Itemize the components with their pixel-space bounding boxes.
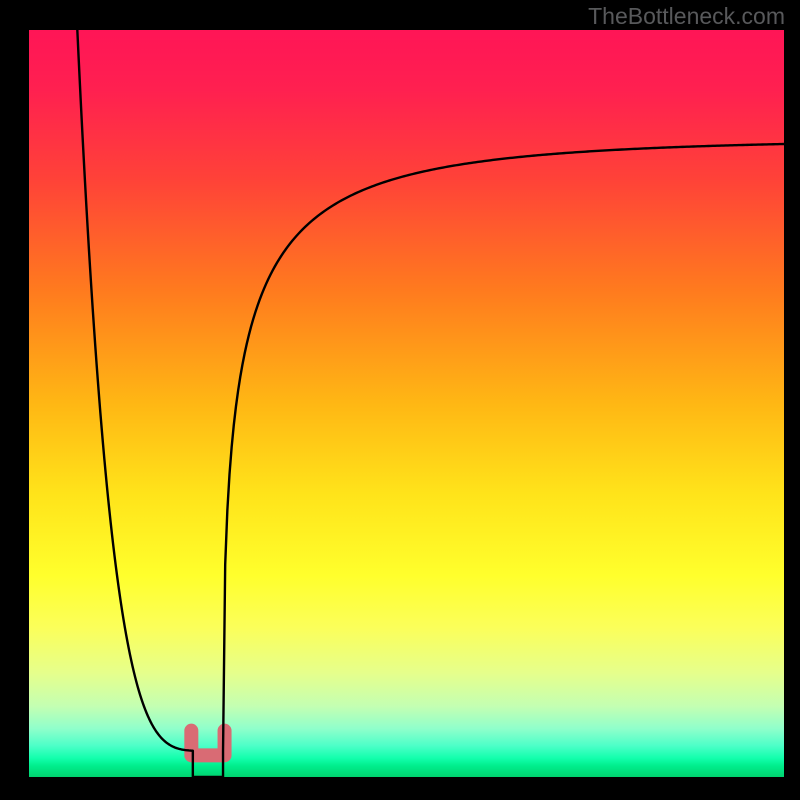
plot-area <box>29 30 784 777</box>
plot-svg <box>29 30 784 777</box>
gradient-background <box>29 30 784 777</box>
watermark-text: TheBottleneck.com <box>588 3 785 30</box>
